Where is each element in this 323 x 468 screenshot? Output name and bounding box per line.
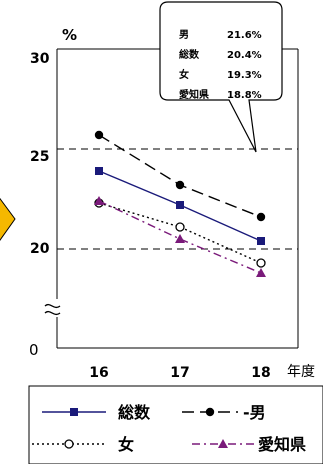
legend-marker-1	[205, 407, 215, 417]
legend-label-female: 女	[118, 435, 134, 454]
callout-label-total: 総数	[179, 48, 200, 61]
series-3-point-1	[175, 234, 185, 243]
series-2-point-2	[256, 258, 266, 268]
y-tick-label-20: 20	[30, 241, 50, 257]
callout-label-aichi: 愛知県	[179, 88, 209, 101]
y-unit-label: %	[62, 26, 77, 44]
x-tick-label-17: 17	[170, 365, 189, 381]
series-0-point-0	[95, 167, 103, 175]
legend-marker-3	[218, 439, 228, 448]
series-layer	[94, 130, 266, 277]
series-3-point-2	[256, 268, 266, 277]
series-1-point-0	[94, 130, 104, 140]
series-line-3	[98, 200, 262, 274]
callout-bubble-shape	[159, 1, 283, 153]
x-tick-label-18: 18	[251, 365, 270, 381]
callout-value-aichi: 18.8%	[227, 90, 262, 101]
series-3-point-0	[94, 196, 104, 205]
x-tick-label-16: 16	[89, 365, 108, 381]
left-arrow-shape	[0, 197, 16, 242]
series-0-point-2	[257, 237, 265, 245]
legend-marker-2	[64, 439, 74, 449]
callout-box: 男 21.6% 総数 20.4% 女 19.3% 愛知県 18.8%	[159, 1, 283, 153]
series-0-point-1	[176, 201, 184, 209]
callout-label-female: 女	[179, 68, 189, 81]
y-tick-label-25: 25	[30, 149, 49, 165]
legend-marker-0	[70, 408, 78, 416]
series-1-point-1	[175, 180, 185, 190]
y-tick-label-30: 30	[30, 51, 50, 67]
legend-label-aichi: 愛知県	[258, 435, 306, 454]
series-1-point-2	[256, 212, 266, 222]
series-line-2	[98, 202, 262, 264]
legend-samples	[32, 407, 254, 449]
y-tick-label-0: 0	[29, 341, 39, 359]
callout-label-male: 男	[179, 29, 189, 41]
axis-break-mark	[44, 299, 68, 317]
legend: 総数 -男 女 愛知県	[28, 385, 323, 465]
legend-label-male: -男	[243, 403, 266, 422]
callout-value-male: 21.6%	[227, 30, 262, 41]
series-2-point-1	[175, 222, 185, 232]
legend-label-total: 総数	[118, 403, 151, 422]
callout-value-female: 19.3%	[227, 70, 262, 81]
x-unit-label: 年度	[287, 364, 315, 380]
callout-value-total: 20.4%	[227, 50, 262, 61]
